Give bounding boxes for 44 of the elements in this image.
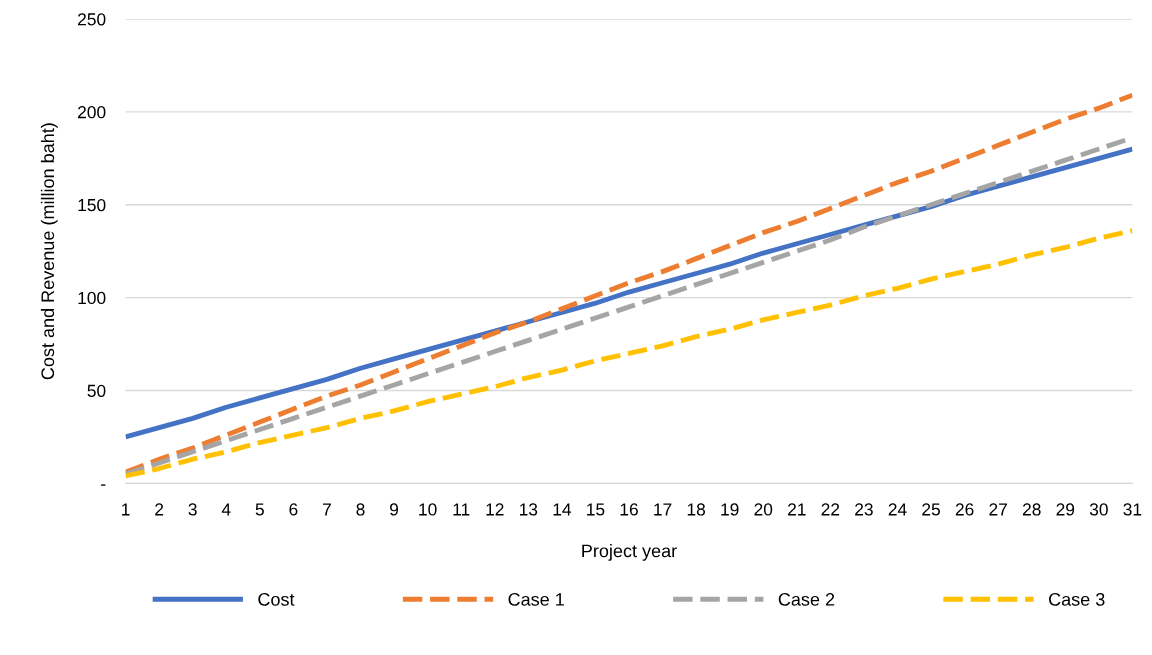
x-tick-label: 2 bbox=[155, 503, 164, 516]
x-tick-label: 5 bbox=[255, 503, 264, 516]
legend-label: Case 1 bbox=[508, 593, 564, 606]
legend-label: Cost bbox=[258, 593, 295, 606]
x-tick-label: 14 bbox=[553, 503, 572, 516]
x-tick-label: 25 bbox=[922, 503, 940, 516]
x-tick-label: 9 bbox=[390, 503, 399, 516]
legend-label: Case 3 bbox=[1049, 593, 1105, 606]
x-tick-label: 12 bbox=[486, 503, 504, 516]
x-tick-label: 29 bbox=[1056, 503, 1075, 516]
y-axis-title: Cost and Revenue (million baht) bbox=[40, 123, 58, 380]
x-tick-label: 8 bbox=[356, 503, 365, 516]
x-tick-label: 27 bbox=[989, 503, 1007, 516]
y-tick-label: 150 bbox=[78, 198, 106, 212]
x-tick-label: 4 bbox=[221, 503, 231, 516]
x-tick-label: 19 bbox=[721, 503, 739, 516]
x-axis-title: Project year bbox=[582, 544, 677, 561]
x-tick-label: 26 bbox=[955, 503, 974, 516]
x-tick-label: 18 bbox=[687, 503, 706, 516]
y-tick-label: 100 bbox=[78, 291, 106, 305]
x-tick-label: 13 bbox=[519, 503, 538, 516]
x-tick-label: 15 bbox=[587, 503, 605, 516]
x-tick-label: 6 bbox=[289, 503, 298, 516]
x-tick-label: 16 bbox=[620, 503, 638, 516]
x-tick-label: 21 bbox=[788, 503, 806, 516]
x-tick-label: 1 bbox=[122, 503, 130, 516]
x-tick-label: 24 bbox=[888, 503, 907, 516]
x-tick-label: 3 bbox=[188, 503, 197, 516]
x-tick-label: 20 bbox=[754, 503, 773, 516]
x-tick-label: 22 bbox=[821, 503, 840, 516]
x-tick-label: 23 bbox=[855, 503, 873, 516]
x-tick-label: 7 bbox=[323, 503, 331, 516]
line-series bbox=[125, 228, 1133, 479]
legend-label: Case 2 bbox=[778, 593, 835, 606]
x-tick-label: 30 bbox=[1089, 503, 1108, 516]
x-tick-label: 17 bbox=[654, 503, 672, 516]
y-tick-label: 250 bbox=[78, 13, 106, 26]
x-tick-label: 28 bbox=[1022, 503, 1041, 516]
x-tick-label: 10 bbox=[419, 503, 437, 516]
y-tick-label: 50 bbox=[87, 384, 106, 397]
x-tick-label: 31 bbox=[1123, 503, 1142, 516]
y-tick-label: 200 bbox=[78, 106, 106, 119]
y-tick-label: - bbox=[101, 484, 106, 486]
x-tick-label: 11 bbox=[453, 503, 470, 516]
